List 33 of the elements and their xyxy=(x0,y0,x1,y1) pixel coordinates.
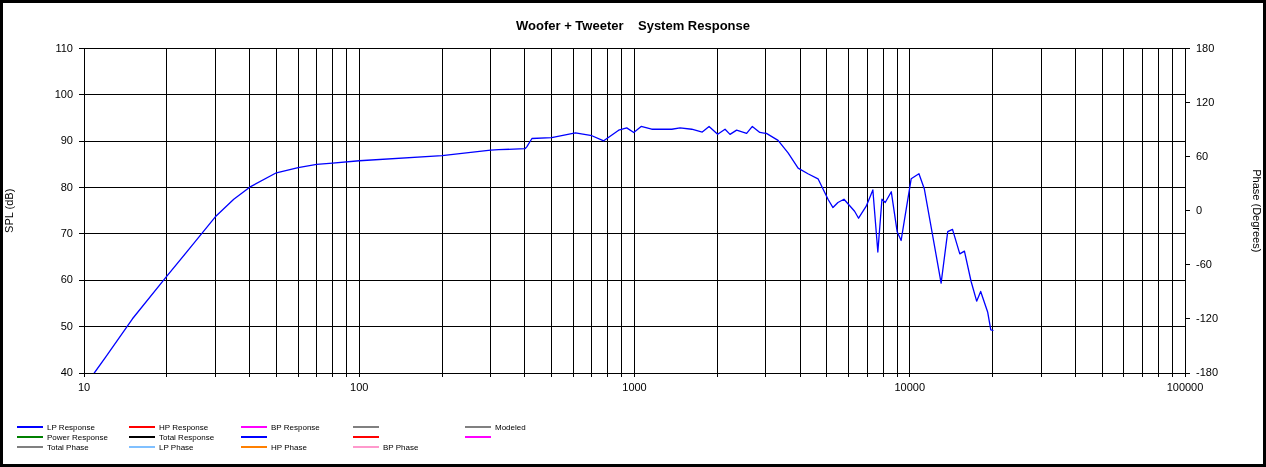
legend-label: HP Response xyxy=(159,422,209,432)
legend-label: Power Response xyxy=(47,432,108,442)
y-tick-label: 100 xyxy=(54,87,73,100)
y-tick-label: 50 xyxy=(60,319,73,332)
legend-label: Total Response xyxy=(159,432,215,442)
y2-axis-title: Phase (Degrees) xyxy=(1251,169,1264,253)
x-tick-label: 1000 xyxy=(622,380,647,393)
y-tick-label: 80 xyxy=(60,180,73,193)
legend-label: HP Phase xyxy=(271,442,307,452)
legend-label: Modeled xyxy=(495,422,526,432)
y2-tick-label: -60 xyxy=(1196,257,1212,270)
y2-tick-label: 120 xyxy=(1196,95,1215,108)
legend-label: LP Phase xyxy=(159,442,194,452)
y-tick-label: 110 xyxy=(55,41,73,54)
y-tick-label: 90 xyxy=(60,134,73,147)
y-tick-label: 60 xyxy=(60,273,73,286)
y2-tick-label: 180 xyxy=(1196,41,1215,54)
y-tick-label: 40 xyxy=(60,366,73,379)
chart-title: Woofer + Tweeter System Response xyxy=(516,18,750,34)
y2-tick-label: 0 xyxy=(1196,203,1203,216)
x-tick-label: 10 xyxy=(77,380,91,393)
x-tick-label: 10000 xyxy=(894,380,926,393)
y2-tick-label: -120 xyxy=(1196,311,1219,324)
legend-label: LP Response xyxy=(47,422,95,432)
y2-tick-label: -180 xyxy=(1196,366,1219,379)
y-tick-label: 70 xyxy=(60,227,73,239)
x-tick-label: 100000 xyxy=(1166,380,1204,393)
legend-label: BP Phase xyxy=(383,442,419,452)
x-tick-label: 100 xyxy=(350,380,369,393)
y2-tick-label: 60 xyxy=(1196,149,1209,162)
legend-label: BP Response xyxy=(271,422,320,432)
y-axis-title: SPL (dB) xyxy=(2,188,15,233)
legend-label: Total Phase xyxy=(47,442,89,452)
